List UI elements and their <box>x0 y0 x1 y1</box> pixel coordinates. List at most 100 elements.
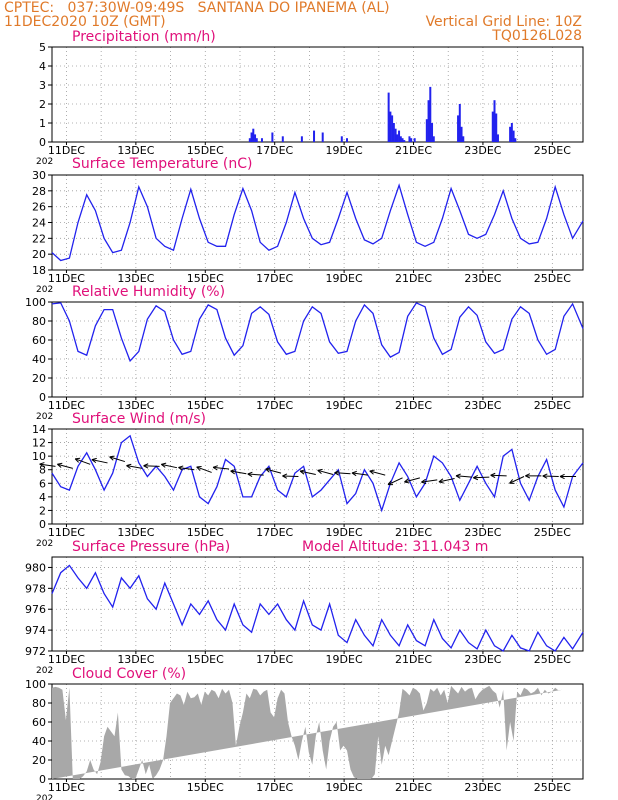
station-header: CPTEC: 037:30W-09:49S SANTANA DO IPANEMA… <box>4 0 390 16</box>
wind-arrow-head <box>351 470 357 477</box>
wind-arrow <box>161 463 178 469</box>
rh-ytick-label: 100 <box>25 296 46 309</box>
wind-xtick-label: 21DEC <box>395 526 432 539</box>
wind-title: Surface Wind (m/s) <box>72 411 206 427</box>
precip-bar <box>260 138 263 142</box>
pres-ytick-label: 978 <box>25 582 46 595</box>
temp-xtick-label: 17DEC <box>256 272 293 285</box>
precip-ytick-label: 2 <box>39 98 46 111</box>
pres-xtick-label: 25DEC <box>534 653 571 666</box>
temp-xtick-label: 19DEC <box>326 272 363 285</box>
wind-arrow <box>196 466 212 473</box>
wind-frame <box>51 428 584 525</box>
vertical-grid-note: Vertical Grid Line: 10Z <box>425 14 582 30</box>
wind-arrow-head <box>559 473 565 480</box>
precip-bar <box>392 123 395 142</box>
cloud-xtick-label: 17DEC <box>256 781 293 794</box>
cloud-ytick-label: 60 <box>32 716 46 729</box>
wind-xtick-label: 17DEC <box>256 526 293 539</box>
pres-frame <box>51 556 584 652</box>
precip-ytick-label: 0 <box>39 136 46 149</box>
wind-arrow <box>178 466 195 471</box>
wind-xtick-label: 13DEC <box>117 526 154 539</box>
precip-bar <box>431 123 434 142</box>
pres-ytick-label: 980 <box>25 561 46 574</box>
wind-ytick-label: 8 <box>39 464 46 477</box>
wind-arrow-head <box>178 465 184 471</box>
wind-arrow <box>455 475 472 478</box>
wind-arrow-head <box>265 467 271 473</box>
wind-arrow <box>282 475 299 477</box>
temp-year-label: 202 <box>36 285 53 295</box>
pres-ytick-label: 974 <box>25 624 46 637</box>
temp-ytick-label: 26 <box>32 201 46 214</box>
precip-ytick-label: 5 <box>39 41 46 54</box>
precip-xtick-label: 23DEC <box>464 144 501 157</box>
precip-bar <box>491 111 494 142</box>
wind-arrow-head <box>317 468 323 474</box>
precip-bar <box>281 136 284 142</box>
precip-bar <box>340 136 343 142</box>
wind-arrow-head <box>282 473 288 479</box>
cloud-xtick-label: 25DEC <box>534 781 571 794</box>
precip-frame <box>51 46 584 143</box>
wind-arrow-head <box>509 479 515 484</box>
wind-ytick-label: 14 <box>32 423 46 436</box>
cloud-ytick-label: 40 <box>32 735 46 748</box>
cloud-area <box>52 685 563 779</box>
precip-bar <box>271 132 274 142</box>
precip-bar <box>396 134 399 142</box>
wind-xtick-label: 15DEC <box>187 526 224 539</box>
precip-bar <box>394 128 397 142</box>
wind-arrow <box>404 477 421 483</box>
precip-ytick-label: 1 <box>39 117 46 130</box>
temp-ytick-label: 24 <box>32 217 46 230</box>
cloud-ytick-label: 80 <box>32 697 46 710</box>
rh-ytick-label: 0 <box>39 391 46 404</box>
pres-year-label: 202 <box>36 666 53 676</box>
rh-ytick-label: 80 <box>32 315 46 328</box>
precip-xtick-label: 21DEC <box>395 144 432 157</box>
wind-arrow-head <box>247 471 253 477</box>
precip-bar <box>389 111 392 142</box>
wind-arrow-head <box>57 462 63 468</box>
rh-ytick-label: 60 <box>32 334 46 347</box>
wind-xtick-label: 23DEC <box>464 526 501 539</box>
temp-series-line <box>51 183 584 262</box>
rh-xtick-label: 11DEC <box>48 399 85 412</box>
precip-xtick-label: 17DEC <box>256 144 293 157</box>
wind-arrow <box>542 475 559 477</box>
precip-bar <box>403 140 406 142</box>
wind-arrow <box>473 476 490 479</box>
wind-arrow <box>247 473 264 476</box>
cloud-xtick-label: 11DEC <box>48 781 85 794</box>
wind-xtick-label: 25DEC <box>534 526 571 539</box>
rh-frame <box>51 301 584 398</box>
wind-year-label: 202 <box>36 539 53 549</box>
wind-arrow <box>57 463 73 469</box>
precip-ytick-label: 3 <box>39 79 46 92</box>
pres-ytick-label: 972 <box>25 645 46 658</box>
temp-xtick-label: 15DEC <box>187 272 224 285</box>
rh-xtick-label: 19DEC <box>326 399 363 412</box>
wind-arrow <box>509 476 525 484</box>
precip-bar <box>432 136 435 142</box>
wind-arrow <box>109 456 126 463</box>
rh-year-label: 202 <box>36 412 53 422</box>
wind-arrow <box>421 479 438 483</box>
pres-series-line <box>51 564 584 652</box>
pres-xtick-label: 17DEC <box>256 653 293 666</box>
precip-xtick-label: 19DEC <box>326 144 363 157</box>
wind-arrow-head <box>542 473 548 479</box>
pres-xtick-label: 13DEC <box>117 653 154 666</box>
wind-arrow-head <box>438 478 444 484</box>
wind-arrow <box>300 470 316 475</box>
pres-xtick-label: 11DEC <box>48 653 85 666</box>
precip-bar <box>512 130 515 142</box>
wind-arrow-head <box>196 465 202 471</box>
run-date: 11DEC2020 10Z (GMT) <box>4 14 166 30</box>
cloud-title: Cloud Cover (%) <box>72 666 187 682</box>
wind-series-line <box>51 434 584 513</box>
wind-arrow <box>387 477 403 486</box>
rh-title: Relative Humidity (%) <box>72 284 226 300</box>
